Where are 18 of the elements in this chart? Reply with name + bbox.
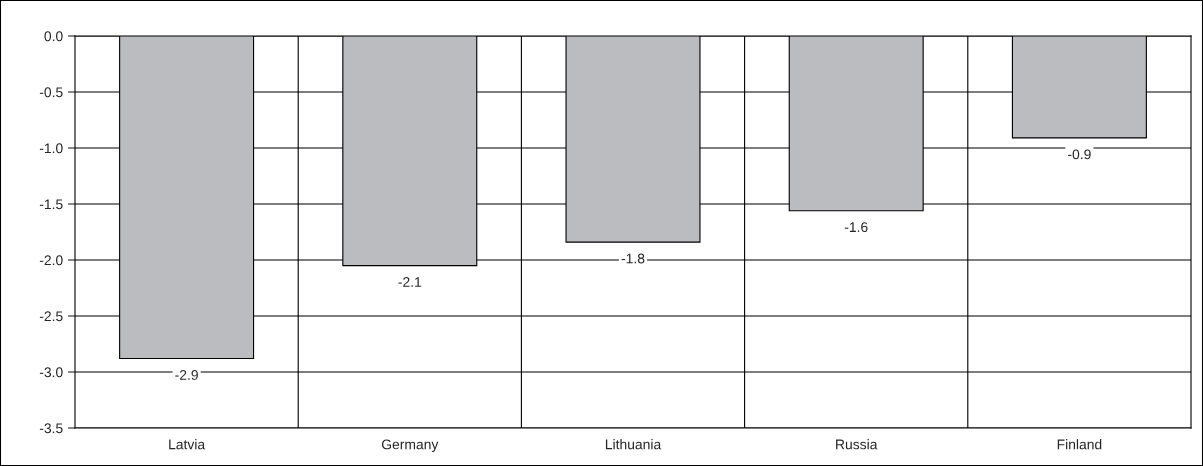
y-tick-label: -2.0 (39, 255, 63, 266)
data-label: -2.1 (398, 277, 422, 287)
x-tick-label: Germany (381, 439, 439, 453)
x-tick-label: Finland (1057, 439, 1102, 450)
y-tick-label: -3.5 (39, 423, 63, 434)
y-tick-label: -1.5 (39, 199, 63, 210)
y-tick-label: -2.5 (39, 311, 63, 322)
data-label: -1.8 (621, 253, 645, 264)
x-tick-label: Lithuania (605, 439, 662, 450)
data-label: -2.9 (175, 370, 198, 380)
x-tick-label: Latvia (169, 439, 206, 450)
y-tick-label: -1.0 (39, 143, 63, 154)
y-tick-label: 0.0 (44, 31, 63, 42)
x-tick-label: Russia (836, 439, 878, 450)
y-tick-label: -3.0 (39, 367, 63, 378)
data-label: -1.6 (844, 222, 868, 233)
data-label: -0.9 (1068, 149, 1091, 160)
y-tick-label: -0.5 (39, 87, 63, 98)
